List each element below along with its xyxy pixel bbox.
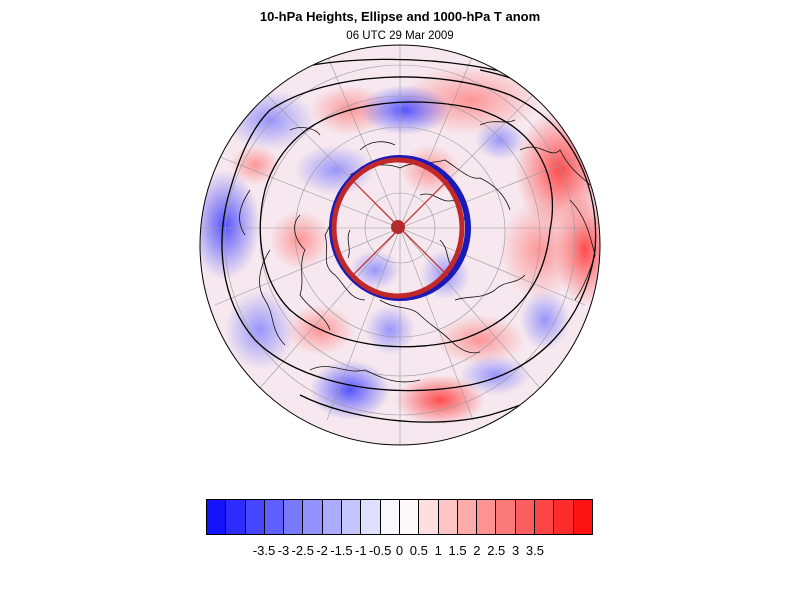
map-subtitle: 06 UTC 29 Mar 2009	[346, 30, 454, 42]
colorbar-tick-label: -1	[355, 543, 367, 558]
colorbar-tick-label: -3.5	[252, 543, 276, 558]
colorbar-tick-label: -1.5	[330, 543, 353, 558]
colorbar-tick-label: 1	[434, 543, 442, 558]
colorbar-segment	[360, 500, 380, 534]
temperature-anomaly-field	[200, 45, 600, 445]
colorbar	[206, 499, 593, 535]
colorbar-tick-label: 0	[395, 543, 404, 558]
colorbar-segment	[476, 500, 496, 534]
colorbar-segment	[514, 500, 535, 534]
colorbar-tick-label: -2.5	[291, 543, 314, 558]
colorbar-segment	[572, 500, 592, 534]
colorbar-segment	[321, 500, 342, 534]
colorbar-segment	[553, 500, 573, 534]
globe-outline	[199, 44, 601, 446]
colorbar-segment	[534, 500, 554, 534]
colorbar-segment	[437, 500, 457, 534]
colorbar-tick-label: 2.5	[487, 543, 506, 558]
colorbar-tick-label: 0.5	[409, 543, 428, 558]
colorbar-tick-labels: -3.5 -3 -2.5 -2 -1.5 -1 -0.5 0 0.5 1 1.5 2 2.5 3 3.5	[0, 543, 800, 561]
colorbar-tick-label: 1.5	[448, 543, 467, 558]
colorbar-segment	[398, 500, 419, 534]
colorbar-tick-label: 3.5	[525, 543, 544, 558]
colorbar-tick-label: -2	[316, 543, 328, 558]
colorbar-tick-label: -3	[277, 543, 290, 558]
colorbar-segment	[283, 500, 303, 534]
colorbar-segment	[456, 500, 477, 534]
ellipse-center-marker	[391, 220, 405, 234]
colorbar-tick-label: -0.5	[368, 543, 392, 558]
colorbar-segment	[379, 500, 399, 534]
colorbar-segment	[341, 500, 361, 534]
colorbar-segment	[244, 500, 264, 534]
colorbar-segment	[263, 500, 284, 534]
colorbar-segment	[302, 500, 322, 534]
colorbar-segment	[495, 500, 515, 534]
colorbar-segment	[207, 500, 226, 534]
map-title: 10-hPa Heights, Ellipse and 1000-hPa T a…	[259, 9, 541, 24]
colorbar-segment	[418, 500, 438, 534]
colorbar-tick-label: 3	[511, 543, 520, 558]
colorbar-tick-label: 2	[473, 543, 481, 558]
vortex-ellipse	[329, 155, 471, 301]
colorbar-segment	[225, 500, 245, 534]
